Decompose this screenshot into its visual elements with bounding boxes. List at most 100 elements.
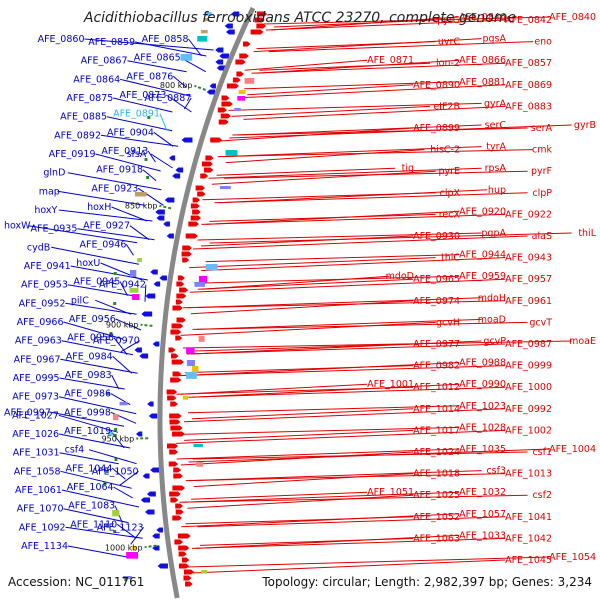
feature-block [203,18,210,22]
leader-line [177,365,506,377]
reverse-gene-arrow [206,89,216,95]
leader-line [63,508,129,524]
gene-label-right: AFE_0999 [505,361,552,372]
leader-line [188,38,202,57]
leader-line [232,127,528,136]
leader-line [247,84,414,96]
leader-line [186,343,506,355]
reverse-gene-arrow [164,197,175,203]
gene-label-left: AFE_0945 [73,277,120,288]
leader-line [153,131,174,147]
forward-gene-arrow [176,293,187,299]
forward-gene-arrow [176,317,186,323]
leader-line [59,377,125,390]
leader-line [190,300,414,315]
gene-label-left: AFE_0919 [49,149,96,160]
forward-gene-arrow [195,185,206,191]
forward-gene-arrow [256,23,267,29]
reverse-gene-arrow [139,353,149,359]
leader-line [189,257,436,269]
leader-line [256,41,436,50]
feature-block [204,12,212,17]
leader-line [119,470,139,486]
gene-label-left: AFE_0891 [113,109,160,120]
forward-gene-arrow [218,119,229,125]
gene-label-right: AFE_1063 [413,533,460,544]
scale-label: 850 kbp [125,201,158,210]
gene-label-right: AFE_0842 [505,15,552,26]
leader-line [119,281,128,296]
leader-line [67,172,162,191]
reverse-gene-arrow [152,533,160,539]
leader-line [251,62,506,74]
forward-gene-arrow [175,335,183,341]
forward-gene-arrow [175,299,183,305]
gene-label-left: AFE_1026 [12,429,59,440]
gene-label-right: AFE_0990 [459,379,506,390]
gene-label-right: serC [485,120,507,131]
leader-line [268,41,534,53]
leader-line [95,153,161,172]
gene-label-left: AFE_1064 [67,482,114,493]
gene-label-left: AFE_0873 [120,90,167,101]
reverse-gene-arrow [156,527,163,533]
gene-label-right: AFE_0869 [505,80,552,91]
gene-label-right: AFE_1013 [505,469,552,480]
forward-gene-arrow [203,167,214,173]
leader-line [28,225,138,244]
gene-label-right: csf3 [486,466,506,477]
gene-label-right: pyrG [437,15,460,26]
gene-labels: AFE_0860 AFE_0859 AFE_0858 AFE_0867 AFE_0865… [4,12,597,566]
leader-line [63,321,123,340]
feature-block [200,30,208,34]
leader-line [65,526,143,539]
gene-label-right: AFE_0957 [505,274,552,285]
forward-gene-arrow [226,83,239,89]
forward-gene-arrow [243,41,251,47]
leader-line [191,408,414,420]
leader-line [182,340,572,349]
reverse-gene-arrow [157,563,168,569]
gene-label-left: AFE_0913 [101,146,148,157]
leader-line [125,244,134,256]
leader-line [253,38,482,53]
leader-line [57,190,145,206]
genome-stats-label: Topology: circular; Length: 2,982,397 bp… [261,575,592,589]
leader-line [100,134,179,147]
leader-line [191,491,368,500]
gene-label-right: AFE_0840 [549,12,596,23]
leader-line [197,232,482,241]
feature-dot [107,392,110,395]
gene-label-right: AFE_0992 [505,404,552,415]
feature-block [192,366,199,373]
leader-line [244,59,368,71]
forward-gene-arrow [169,491,181,497]
feature-block [112,414,119,421]
forward-gene-arrow [185,581,193,587]
forward-gene-arrow [172,485,185,491]
feature-block [123,576,132,580]
gene-label-right: AFE_1045 [505,555,552,566]
scale-label: 900 kbp [106,321,139,330]
scale-tick [159,204,172,210]
gene-label-right: gcvP [483,336,506,347]
reverse-gene-arrow [156,215,165,221]
leader-line [180,321,436,336]
forward-gene-arrow [232,77,241,83]
gene-label-left: map [39,186,60,197]
reverse-gene-arrow [153,281,161,287]
gene-label-left: AFE_1123 [97,522,144,533]
gene-label-left: AFE_1058 [14,466,61,477]
feature-dot [113,434,117,437]
feature-block [225,150,238,156]
gene-label-right: cmk [532,145,552,156]
forward-gene-arrow [166,443,179,449]
gene-label-left: hoxW [4,221,31,232]
feature-block [193,444,203,448]
leader-line [244,81,460,90]
feature-block [129,270,137,277]
feature-block [112,510,120,517]
leader-line [176,448,460,460]
gene-label-right: AFE_1002 [505,425,552,436]
gene-label-left: AFE_0966 [17,317,64,328]
